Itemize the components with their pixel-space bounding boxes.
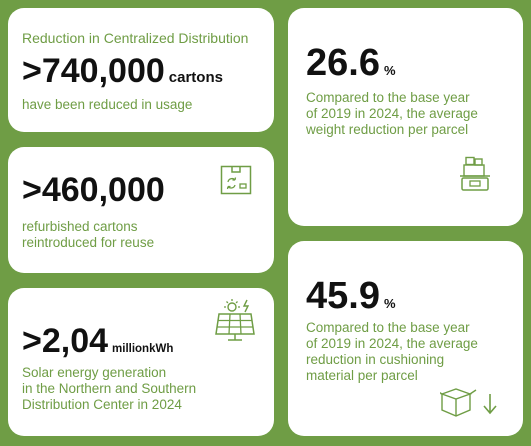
stat-description-line1: Solar energy generation: [22, 365, 167, 380]
stat-unit: millionkWh: [112, 343, 174, 355]
recycle-box-icon: [220, 165, 252, 195]
stat-number: 45.9: [306, 275, 380, 317]
stat-number: >460,000: [22, 171, 165, 209]
stat-number: 26.6: [306, 42, 380, 84]
stat-description-line1: Compared to the base year: [306, 90, 470, 105]
stat-value: 26.6%: [306, 42, 396, 92]
stat-card-cushioning-reduction: 45.9% Compared to the base year of 2019 …: [288, 241, 523, 436]
stat-description-line2: of 2019 in 2024, the average: [306, 106, 478, 121]
stat-value: >2,04 millionkWh: [22, 322, 173, 368]
stat-description-line1: Compared to the base year: [306, 320, 470, 335]
stat-card-weight-reduction: 26.6% Compared to the base year of 2019 …: [288, 8, 523, 226]
stat-card-cartons-reduced: Reduction in Centralized Distribution >7…: [8, 8, 274, 132]
stat-unit: %: [383, 296, 396, 311]
solar-panel-icon: [215, 299, 255, 341]
stat-description-line1: refurbished cartons: [22, 219, 138, 234]
box-down-arrow-icon: [440, 388, 497, 417]
stat-description-line4: material per parcel: [306, 368, 418, 383]
stat-description-line2: in the Northern and Southern: [22, 381, 197, 396]
stat-unit: cartons: [168, 69, 223, 86]
stat-description-line2: of 2019 in 2024, the average: [306, 336, 478, 351]
stat-number: >740,000: [22, 52, 165, 90]
stat-value: 45.9%: [306, 275, 396, 325]
stat-card-refurbished-cartons: >460,000 refurbished cartons reintroduce…: [8, 147, 274, 273]
stat-unit: %: [383, 63, 396, 78]
stat-description-line2: reintroduced for reuse: [22, 235, 155, 250]
stat-number: >2,04: [22, 322, 109, 360]
stat-description-line3: Distribution Center in 2024: [22, 397, 182, 412]
stat-description: have been reduced in usage: [22, 97, 193, 112]
stat-description-line3: reduction in cushioning: [306, 352, 445, 367]
stat-card-solar-energy: >2,04 millionkWh Solar energy generation …: [8, 288, 274, 436]
stat-description-line3: weight reduction per parcel: [306, 122, 469, 137]
scale-icon: [460, 156, 490, 191]
card-heading: Reduction in Centralized Distribution: [22, 30, 249, 46]
stat-value: >740,000 cartons: [22, 52, 223, 97]
